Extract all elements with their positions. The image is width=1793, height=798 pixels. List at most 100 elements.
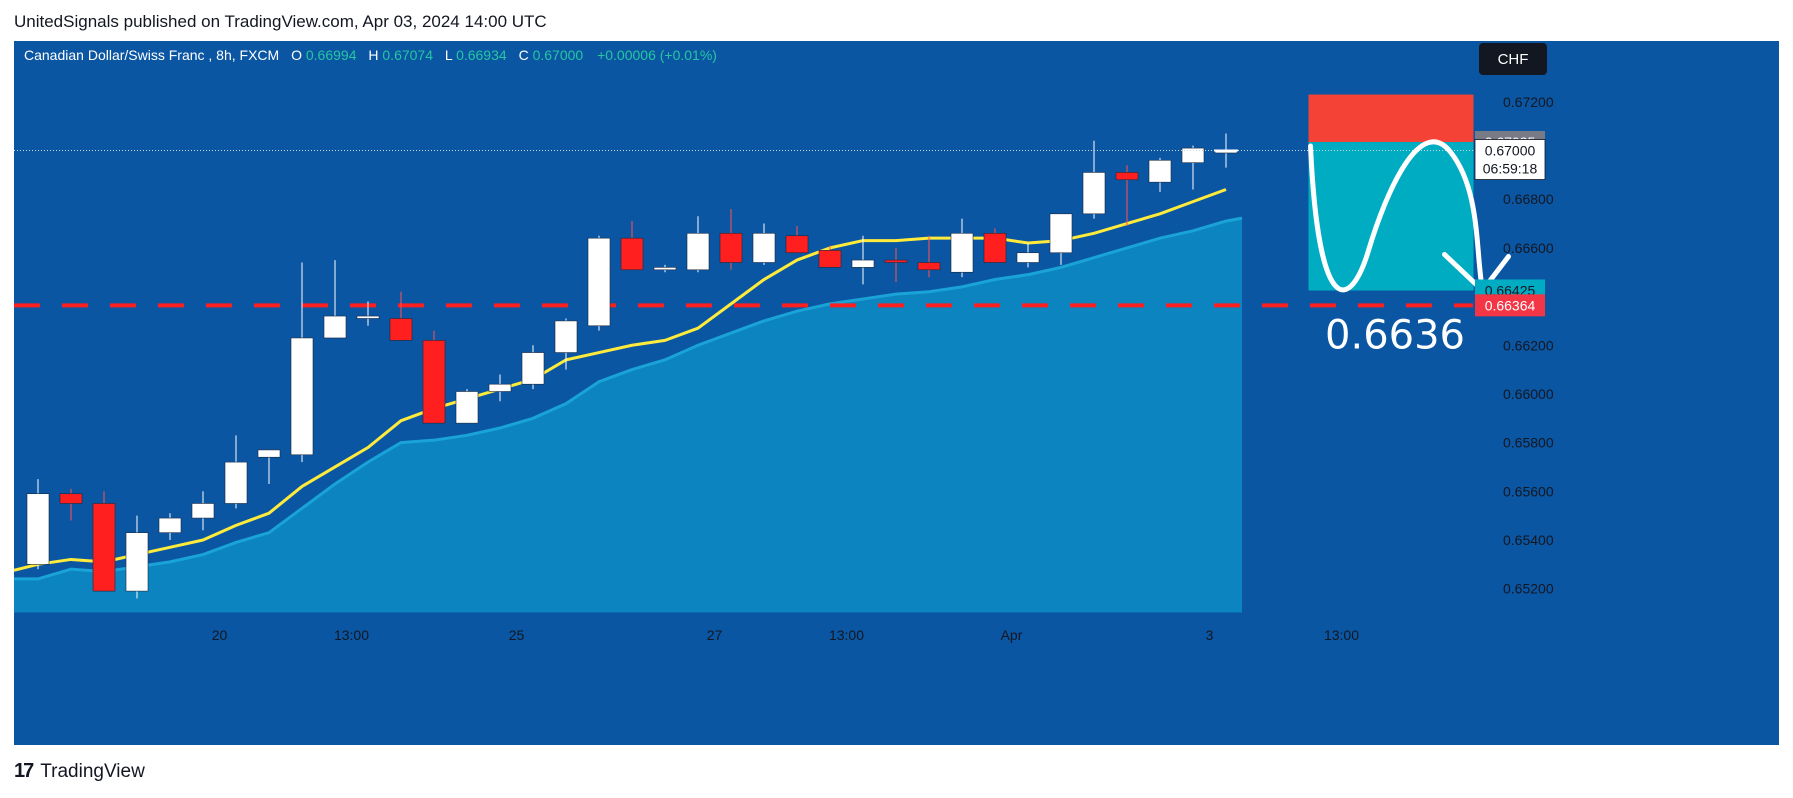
- ma-area-fill: [14, 218, 1242, 614]
- candle-body: [851, 259, 875, 268]
- candle-body: [158, 517, 182, 533]
- legend-open-label: O: [291, 47, 302, 63]
- candle: [257, 449, 281, 484]
- candle: [422, 330, 446, 424]
- y-tick-label: 0.65600: [1503, 483, 1554, 499]
- x-tick-label: 20: [212, 627, 228, 643]
- take-profit-zone: [1308, 142, 1474, 291]
- candle-body: [554, 320, 578, 353]
- x-tick-label: 13:00: [829, 627, 864, 643]
- y-tick-label: 0.66600: [1503, 240, 1554, 256]
- legend-close-label: C: [519, 47, 529, 63]
- candle-body: [818, 250, 842, 268]
- candle-body: [587, 237, 611, 327]
- forecast-arrow-path: [1308, 139, 1485, 293]
- candle-body: [455, 391, 479, 424]
- moving-average-area-layer: [14, 216, 1243, 614]
- candle-body: [785, 235, 809, 254]
- target-price-badge-bg: [1475, 294, 1545, 317]
- candle-body: [389, 318, 413, 341]
- candle: [653, 264, 677, 273]
- candle-body: [1148, 159, 1172, 183]
- y-tick-label: 0.65400: [1503, 532, 1554, 548]
- candle: [290, 262, 314, 463]
- candle: [950, 218, 974, 278]
- candle: [389, 291, 413, 341]
- last-price-badge: 0.67000: [1485, 143, 1536, 159]
- footer-brand[interactable]: 17 TradingView: [14, 760, 145, 783]
- candle: [686, 216, 710, 273]
- currency-badge[interactable]: CHF: [1479, 43, 1547, 75]
- y-tick-label: 0.66000: [1503, 386, 1554, 402]
- currency-badge-label: CHF: [1498, 51, 1529, 68]
- candle: [59, 488, 83, 521]
- y-tick-label: 0.67200: [1503, 94, 1554, 110]
- candle: [1115, 165, 1139, 226]
- x-tick-label: 25: [509, 627, 525, 643]
- candle-body: [1115, 172, 1139, 181]
- candle: [26, 479, 50, 570]
- candle: [1082, 140, 1106, 219]
- legend-open-value: 0.66994: [306, 47, 357, 63]
- legend-close-value: 0.67000: [533, 47, 584, 63]
- candle-body: [1181, 147, 1205, 164]
- candle: [917, 235, 941, 278]
- last-price-badge-bg: [1474, 139, 1546, 180]
- candle-body: [290, 337, 314, 456]
- moving-average-line-layer: [14, 188, 1227, 572]
- candle: [620, 221, 644, 271]
- x-tick-label: 13:00: [334, 627, 369, 643]
- candle-body: [92, 503, 116, 592]
- candle-body: [257, 449, 281, 458]
- candle-body: [653, 267, 677, 271]
- candle: [488, 374, 512, 402]
- candle: [983, 228, 1007, 263]
- candle: [884, 247, 908, 282]
- candle: [92, 491, 116, 592]
- legend-low-value: 0.66934: [456, 47, 507, 63]
- footer-brand-label: TradingView: [40, 760, 145, 782]
- legend-change: +0.00006 (+0.01%): [597, 47, 717, 63]
- candle-body: [26, 493, 50, 565]
- legend-symbol: Canadian Dollar/Swiss Franc , 8h, FXCM: [24, 47, 279, 63]
- candle-body: [917, 262, 941, 271]
- last-price-countdown: 06:59:18: [1483, 161, 1538, 177]
- legend-high-label: H: [368, 47, 378, 63]
- candle: [1049, 213, 1073, 265]
- candle-body: [1049, 213, 1073, 254]
- short-position-layer: 0.6636: [14, 94, 1511, 358]
- y-tick-label: 0.65800: [1503, 435, 1554, 451]
- candle: [224, 435, 248, 509]
- candles-layer: [26, 133, 1238, 599]
- candle-body: [356, 315, 380, 319]
- candle: [719, 208, 743, 270]
- ma-yellow-line: [14, 188, 1227, 572]
- publisher-header: UnitedSignals published on TradingView.c…: [14, 12, 547, 31]
- x-tick-label: 27: [707, 627, 723, 643]
- candle-body: [521, 352, 545, 385]
- x-tick-label: 13:00: [1324, 627, 1359, 643]
- y-tick-label: 0.66800: [1503, 191, 1554, 207]
- candle-body: [686, 232, 710, 271]
- ma-area-line: [14, 216, 1243, 581]
- candle-body: [884, 259, 908, 263]
- candle-body: [1082, 172, 1106, 215]
- price-chart[interactable]: 0.6636 0.67200 0.66800 0.66600 0.66200 0.660…: [14, 41, 1779, 745]
- candle: [1148, 157, 1172, 192]
- symbol-legend: Canadian Dollar/Swiss Franc , 8h, FXCM O…: [24, 47, 717, 63]
- candle-body: [224, 461, 248, 504]
- candle: [554, 318, 578, 370]
- y-tick-label: 0.66200: [1503, 337, 1554, 353]
- y-tick-label: 0.65200: [1503, 581, 1554, 597]
- candle: [191, 491, 215, 531]
- candle-body: [422, 340, 446, 424]
- legend-low-label: L: [445, 47, 453, 63]
- candle-body: [719, 232, 743, 263]
- candle: [1016, 243, 1040, 268]
- candle-body: [620, 237, 644, 271]
- price-axis-layer: 0.67200 0.66800 0.66600 0.66200 0.66000 0.658…: [1474, 94, 1554, 597]
- candle: [818, 245, 842, 268]
- x-tick-label: 3: [1206, 627, 1214, 643]
- candle-body: [125, 532, 149, 592]
- tradingview-logo-icon: 17: [14, 760, 34, 782]
